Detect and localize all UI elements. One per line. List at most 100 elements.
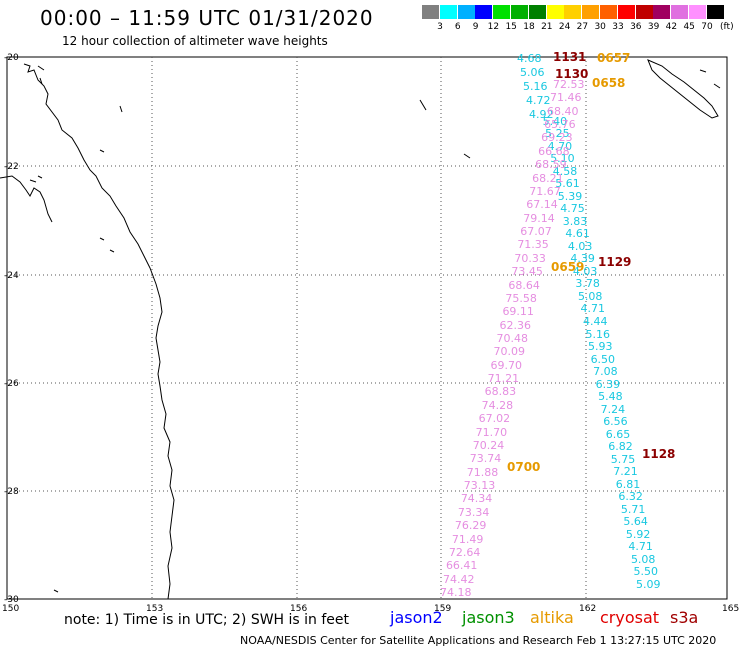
- wave-height-value: 6.82: [608, 440, 633, 454]
- wave-height-value: 6.56: [603, 415, 628, 429]
- wave-height-value: 71.35: [517, 238, 549, 252]
- wave-height-value: 6.65: [605, 427, 631, 441]
- wave-height-value: 73.13: [463, 479, 496, 493]
- wave-height-value: 67.02: [478, 412, 511, 426]
- latitude-label: -22: [4, 162, 19, 172]
- wave-height-value: 68.64: [508, 278, 540, 292]
- wave-height-value: 4.03: [572, 264, 598, 278]
- wave-height-value: 66.68: [538, 144, 570, 158]
- wave-height-value: 75.58: [505, 291, 537, 305]
- wave-height-value: 76.29: [454, 519, 487, 533]
- australia-coastline: [23, 63, 175, 600]
- wave-height-value: 67.07: [520, 225, 552, 239]
- track-time-label: 1131: [553, 50, 587, 64]
- legend-swatch: [617, 5, 635, 19]
- wave-height-value: 67.14: [526, 198, 558, 212]
- legend-swatch: [546, 5, 564, 19]
- legend-label: 15: [505, 22, 517, 32]
- legend-label: 33: [612, 22, 624, 32]
- graticule: [7, 57, 727, 599]
- wave-height-value: 5.50: [633, 565, 658, 579]
- wave-height-value: 66.41: [445, 559, 478, 573]
- wave-height-value: 71.49: [451, 532, 484, 546]
- wave-height-value: 7.21: [613, 465, 638, 479]
- legend-label: 30: [594, 22, 606, 32]
- legend-swatch: [564, 5, 582, 19]
- latitude-label: -30: [4, 595, 19, 605]
- wave-height-value: 71.67: [529, 184, 561, 198]
- legend-swatch: [475, 5, 493, 19]
- latitude-label: -20: [4, 53, 19, 63]
- legend-swatch: [511, 5, 528, 19]
- legend-label: 18: [523, 22, 535, 32]
- wave-height-value: 5.92: [625, 527, 651, 541]
- wave-height-value: 6.39: [595, 377, 621, 391]
- wave-height-value: 5.16: [585, 327, 611, 341]
- wave-height-value: 6.50: [590, 352, 616, 366]
- wave-height-value: 5.71: [620, 502, 646, 516]
- legend-swatch: [528, 5, 546, 19]
- wave-height-value: 62.36: [499, 318, 531, 332]
- wave-height-value: 5.10: [550, 152, 575, 166]
- satellite-name: s3a: [670, 608, 699, 627]
- note-text: note: 1) Time is in UTC; 2) SWH is in fe…: [64, 612, 350, 628]
- wave-height-value: 4.03: [567, 239, 593, 253]
- wave-height-value: 3.78: [575, 277, 600, 291]
- wave-height-value: 4.75: [560, 202, 585, 216]
- loyalty-islands: [699, 69, 721, 89]
- wave-height-value: 4.71: [628, 540, 653, 554]
- wave-height-value: 73.45: [511, 265, 543, 279]
- wave-height-value: 4.68: [517, 52, 542, 65]
- wave-height-value: 4.71: [580, 302, 605, 316]
- latitude-label: -28: [4, 487, 19, 497]
- wave-height-value: 4.61: [565, 227, 590, 241]
- satellite-name: jason3: [462, 608, 515, 627]
- legend-swatch: [653, 5, 671, 19]
- wave-height-value: 7.24: [600, 402, 626, 416]
- island-3: [419, 99, 427, 111]
- track-time-label: 0657: [597, 51, 631, 65]
- track-time-label: 1128: [642, 447, 676, 461]
- wave-height-value: 74.28: [481, 398, 514, 412]
- satellite-name: altika: [530, 608, 574, 627]
- map-subtitle: 12 hour collection of altimeter wave hei…: [62, 34, 328, 48]
- wave-height-value: 4.44: [583, 315, 608, 328]
- wave-height-value: 6.32: [618, 490, 643, 504]
- wave-height-value: 74.18: [440, 586, 472, 599]
- wave-height-value: 68.83: [484, 385, 517, 399]
- wave-height-value: 71.21: [487, 372, 520, 386]
- island-1: [37, 65, 45, 85]
- wave-height-value: 70.33: [514, 251, 546, 265]
- wave-height-value: 5.08: [577, 289, 603, 303]
- legend-label: 39: [647, 22, 660, 32]
- legend-label: 27: [576, 22, 589, 32]
- island-5: [53, 589, 59, 593]
- legend-swatch: [600, 5, 617, 19]
- legend-label: 36: [630, 22, 642, 32]
- legend-swatch: [706, 5, 724, 19]
- wave-height-value: 70.48: [496, 332, 529, 345]
- legend-label: 12: [487, 22, 500, 32]
- legend-label: 3: [437, 22, 443, 32]
- wave-height-value: 73.34: [457, 505, 490, 519]
- longitude-label: 159: [434, 604, 452, 614]
- legend-label: 6: [454, 22, 461, 32]
- map-frame: [6, 56, 728, 600]
- satellite-name: jason2: [390, 608, 443, 627]
- wave-height-value: 4.92: [529, 108, 554, 121]
- legend-swatch: [671, 5, 689, 19]
- legend-swatch: [439, 5, 457, 19]
- longitude-label: 162: [579, 604, 597, 614]
- wave-height-value: 71.46: [550, 91, 582, 105]
- legend-swatch: [689, 5, 706, 19]
- wave-height-value: 5.09: [636, 578, 661, 591]
- wave-height-value: 71.70: [475, 425, 508, 439]
- longitude-label: 153: [146, 604, 164, 614]
- wave-height-value: 68.40: [547, 104, 579, 118]
- latitude-label: -24: [4, 271, 19, 281]
- wave-height-value: 4.58: [552, 164, 578, 178]
- wave-height-value: 6.81: [615, 477, 641, 491]
- new-caledonia: [647, 59, 719, 119]
- wave-height-value: 70.09: [493, 345, 526, 359]
